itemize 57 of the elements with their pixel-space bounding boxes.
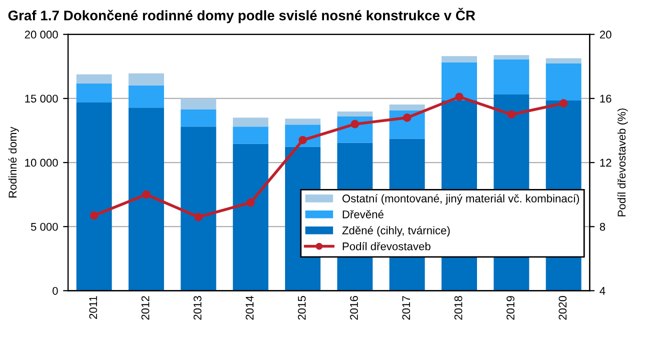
x-tick-label: 2011	[89, 296, 98, 319]
y2-tick-label: 16	[600, 94, 612, 103]
point	[455, 92, 464, 102]
point	[194, 212, 203, 222]
y2-tick-label: 4	[600, 287, 606, 295]
y2-tick-label: 20	[600, 30, 612, 39]
bar	[180, 98, 216, 110]
chart-title: Graf 1.7 Dokončené rodinné domy podle svislé nosné konstrukce v ČR	[8, 8, 476, 24]
bar	[442, 56, 478, 62]
x-tick-label: 2020	[558, 296, 567, 320]
point	[90, 211, 98, 220]
y-tick-label: 20 000	[24, 30, 58, 39]
x-tick-label: 2013	[194, 296, 202, 320]
bar	[337, 112, 373, 117]
bar	[180, 109, 216, 127]
x-tick-label: 2012	[141, 296, 150, 320]
y-tick-label: 5 000	[30, 222, 58, 231]
bar	[128, 108, 164, 291]
x-tick-label: 2019	[506, 296, 514, 320]
y-tick-label: 10 000	[25, 158, 58, 167]
bar	[546, 58, 582, 64]
bar	[494, 59, 530, 94]
point	[559, 99, 568, 108]
y-axis-title: Rodinné domy	[8, 126, 19, 198]
y-tick-label: 15 000	[25, 94, 58, 103]
bar	[546, 63, 582, 101]
x-tick-label: 2018	[454, 296, 462, 320]
bar	[128, 85, 164, 108]
bar	[76, 74, 112, 84]
x-tick-label: 2017	[402, 296, 410, 320]
bar	[128, 73, 164, 86]
legend-label: Podíl dřevostaveb	[342, 242, 430, 250]
point	[142, 190, 150, 199]
point	[350, 120, 360, 128]
x-tick-label: 2016	[350, 296, 358, 320]
y2-tick-label: 12	[600, 158, 612, 167]
y2-tick-label: 8	[600, 222, 606, 231]
legend-label: Zděné (cihly, tvárnice)	[342, 226, 450, 237]
legend-label: Dřevěné	[342, 210, 384, 218]
point	[402, 114, 412, 122]
bar	[76, 102, 112, 291]
bar	[442, 62, 478, 101]
bar	[494, 55, 530, 60]
bar	[285, 118, 321, 125]
y2-axis-title: Podíl dřevostaveb (%)	[617, 108, 628, 216]
bar	[389, 104, 425, 111]
x-tick-label: 2015	[298, 296, 306, 320]
point	[246, 198, 255, 207]
legend-label: Ostatní (montované, jiný materiál vč. kombinací)	[342, 194, 580, 205]
x-tick-label: 2014	[246, 296, 254, 320]
bar	[232, 118, 268, 127]
bar	[76, 83, 112, 102]
bar	[180, 126, 216, 291]
point	[507, 110, 516, 119]
bar	[232, 144, 268, 291]
bar	[232, 126, 268, 144]
y-tick-label: 0	[52, 286, 58, 295]
